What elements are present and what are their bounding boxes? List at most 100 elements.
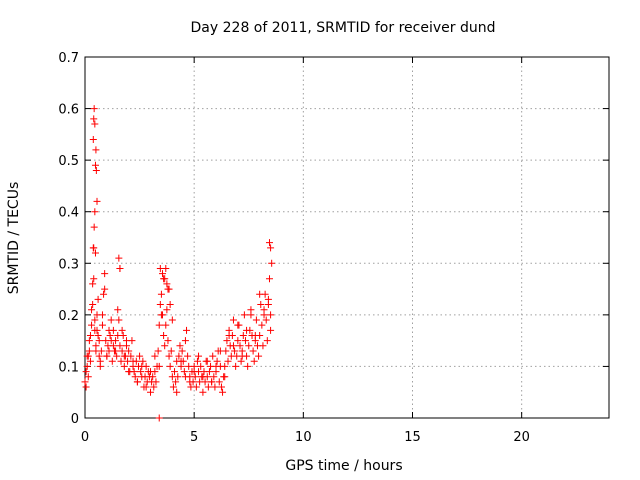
data-point (172, 378, 180, 386)
data-point (147, 388, 154, 396)
data-point (190, 368, 198, 376)
data-point (249, 347, 257, 355)
data-point (155, 321, 163, 329)
data-point (91, 120, 99, 128)
data-point (157, 290, 165, 298)
data-point (101, 285, 109, 293)
data-point (92, 347, 100, 355)
data-point (251, 331, 259, 339)
data-point (181, 337, 189, 345)
data-point (89, 244, 97, 252)
data-point (95, 352, 103, 360)
data-point (163, 280, 171, 288)
data-point (92, 146, 100, 154)
data-point (216, 347, 224, 355)
data-point (125, 368, 133, 376)
data-point (100, 290, 108, 298)
data-point (174, 373, 182, 381)
data-point (252, 316, 260, 324)
data-point (201, 378, 209, 386)
data-point (250, 357, 258, 365)
data-point (127, 352, 135, 360)
data-point (117, 357, 125, 365)
plot-border (84, 56, 610, 419)
data-point (234, 321, 242, 329)
data-point (103, 352, 111, 360)
data-point (90, 275, 98, 283)
data-point (96, 357, 104, 365)
data-point (224, 357, 232, 365)
data-point (89, 136, 97, 144)
data-point (122, 337, 130, 345)
data-point (154, 347, 162, 355)
data-point (133, 378, 141, 386)
data-point (82, 368, 90, 376)
x-axis-title: GPS time / hours (285, 458, 402, 474)
data-point (255, 352, 263, 360)
data-point (107, 316, 115, 324)
data-point (94, 331, 102, 339)
data-point (191, 373, 199, 381)
axis-ticks: 0 0.1 0.2 0.3 0.4 0.5 0.6 0.7 0 5 10 15 20 (58, 51, 609, 445)
data-point (225, 331, 233, 339)
data-point (151, 352, 159, 360)
data-point (177, 357, 185, 365)
data-point (88, 306, 96, 314)
data-point (265, 239, 273, 247)
data-point (85, 347, 93, 355)
data-point (267, 311, 275, 319)
data-point (147, 368, 154, 376)
data-point (120, 362, 128, 370)
data-point (155, 414, 163, 422)
data-point (86, 357, 94, 365)
data-point (162, 321, 170, 329)
data-point (175, 352, 183, 360)
data-point (91, 249, 99, 257)
data-point (93, 197, 101, 205)
data-point (86, 331, 94, 339)
data-point (165, 285, 173, 293)
data-point (262, 316, 270, 324)
data-point (116, 342, 124, 350)
data-point (163, 306, 171, 314)
data-point (210, 373, 218, 381)
data-point (81, 378, 89, 386)
data-point (98, 321, 106, 329)
data-point (88, 321, 96, 329)
data-point (169, 383, 177, 391)
x-tick-label: 10 (295, 430, 312, 445)
y-tick-label: 0.7 (58, 51, 79, 66)
data-point (114, 306, 122, 314)
data-point (236, 342, 244, 350)
data-point (118, 347, 126, 355)
data-point (168, 316, 176, 324)
data-point (95, 337, 103, 345)
data-point (90, 115, 98, 123)
data-point (234, 337, 242, 345)
data-point (91, 208, 99, 216)
data-point (178, 347, 186, 355)
data-point (212, 362, 220, 370)
data-point (258, 321, 266, 329)
data-point (221, 373, 229, 381)
y-tick-label: 0.3 (58, 257, 79, 272)
data-point (112, 347, 120, 355)
data-point (115, 254, 123, 262)
data-point (89, 301, 97, 309)
data-point (90, 223, 98, 231)
y-tick-label: 0.6 (58, 103, 79, 118)
data-point (223, 337, 231, 345)
data-point (192, 383, 200, 391)
data-point (92, 166, 100, 174)
data-point (259, 342, 267, 350)
data-point (98, 311, 106, 319)
data-point (112, 337, 120, 345)
data-point (231, 347, 239, 355)
data-point (83, 362, 91, 370)
data-point (195, 352, 203, 360)
data-point (89, 280, 97, 288)
data-point (217, 383, 225, 391)
data-point (101, 270, 109, 278)
chart-title: Day 228 of 2011, SRMTID for receiver dun… (191, 20, 496, 36)
